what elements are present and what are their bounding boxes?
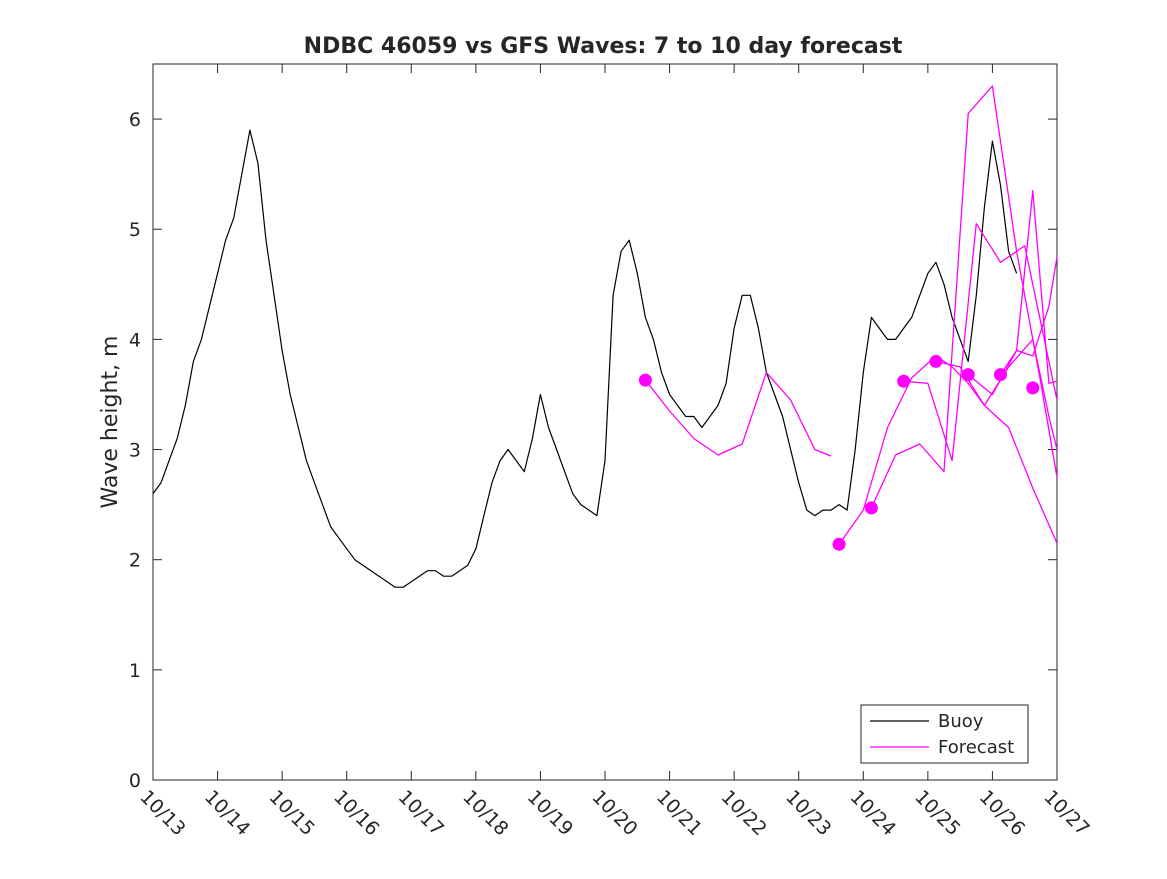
y-tick-label: 0 (129, 770, 141, 792)
forecast-series-line (838, 355, 1058, 545)
plot-frame (152, 63, 1058, 781)
y-tick-label: 2 (129, 550, 141, 572)
forecast-series-line (967, 256, 1058, 396)
forecast-series-line (935, 338, 1058, 450)
forecast-start-marker (929, 354, 943, 368)
legend: Buoy Forecast (860, 704, 1029, 764)
forecast-start-marker (994, 368, 1007, 382)
forecast-start-marker (897, 374, 911, 388)
forecast-start-marker (638, 373, 652, 387)
y-tick-label: 3 (129, 440, 141, 462)
forecast-start-marker (961, 368, 975, 382)
forecast-start-marker (1026, 381, 1040, 395)
legend-label: Forecast (938, 737, 1014, 758)
legend-box (860, 704, 1029, 764)
y-tick-label: 1 (129, 660, 141, 682)
forecast-series-line (644, 371, 832, 457)
forecast-start-marker (864, 501, 878, 515)
legend-label: Buoy (938, 711, 984, 732)
chart-title: NDBC 46059 vs GFS Waves: 7 to 10 day for… (304, 34, 903, 59)
y-tick-label: 4 (129, 329, 141, 351)
forecast-start-marker (832, 537, 846, 551)
y-axis-label: Wave height, m (98, 336, 123, 509)
y-tick-label: 5 (129, 219, 141, 241)
y-tick-label: 6 (129, 109, 141, 131)
buoy-series-line (152, 129, 1018, 588)
forecast-series-line (999, 190, 1058, 385)
